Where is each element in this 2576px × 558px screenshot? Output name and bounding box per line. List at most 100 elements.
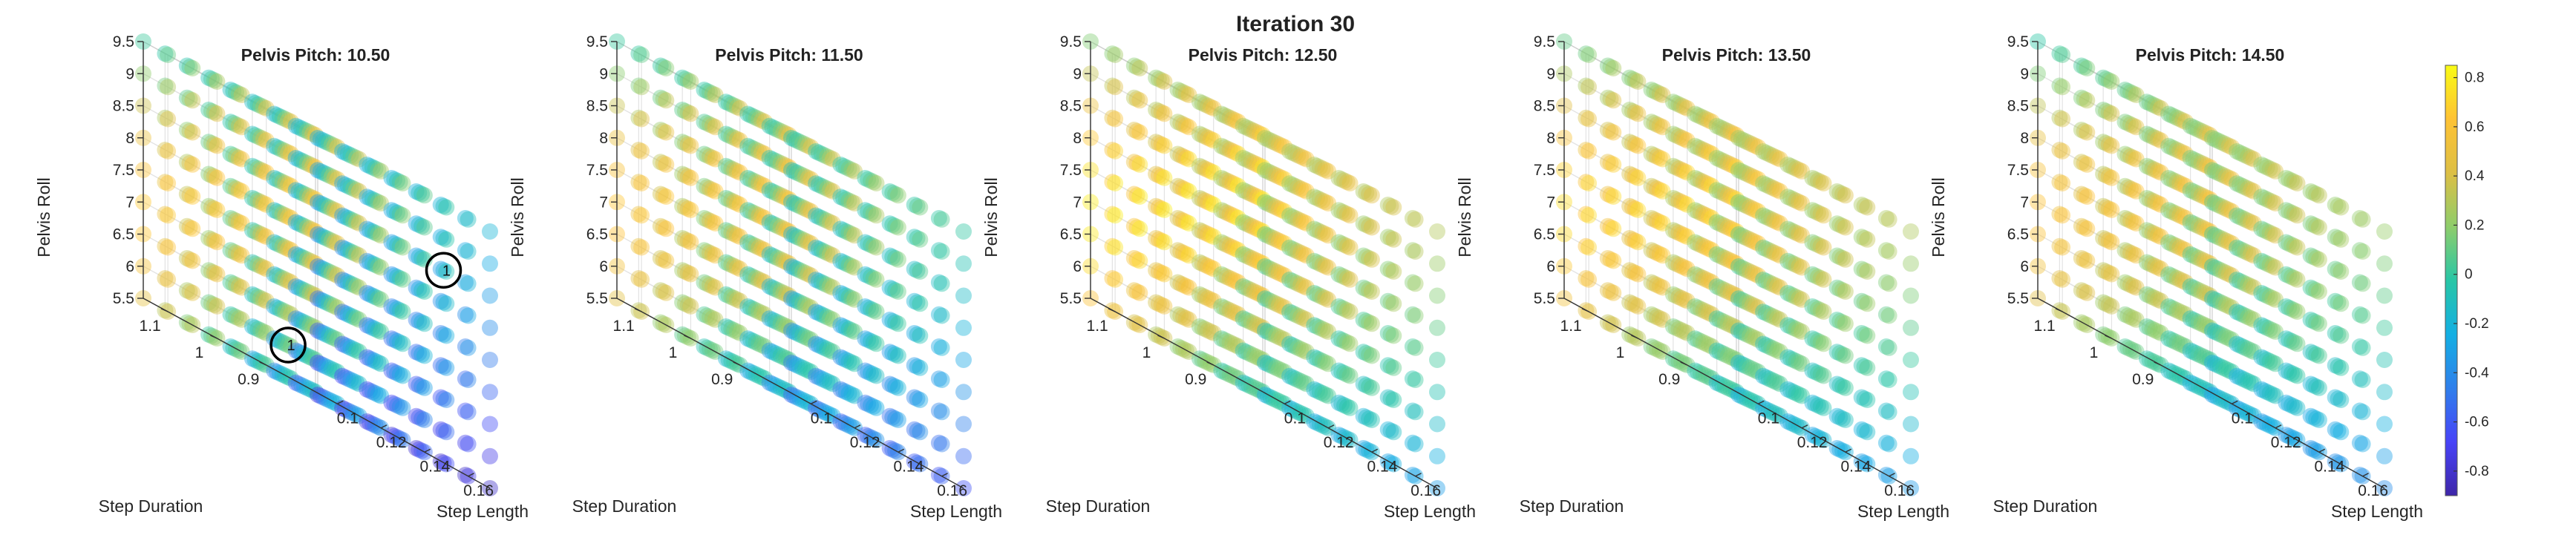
data-point	[200, 69, 218, 86]
data-point	[411, 409, 428, 426]
data-point	[745, 301, 762, 318]
z-tick-label: 6.5	[1060, 226, 1082, 243]
data-point	[846, 227, 863, 244]
data-point	[742, 267, 759, 284]
data-point	[408, 344, 425, 361]
data-point	[367, 321, 384, 338]
data-point	[933, 372, 950, 388]
data-point	[731, 292, 748, 309]
data-point	[432, 260, 449, 278]
data-point	[720, 255, 737, 272]
data-point	[682, 266, 699, 283]
data-point	[321, 231, 338, 248]
data-point	[1150, 263, 1167, 280]
data-point	[413, 314, 431, 331]
y-tick-mark	[733, 361, 740, 366]
data-point	[1125, 122, 1142, 138]
data-point	[802, 235, 820, 252]
data-point	[808, 207, 825, 224]
data-point	[868, 175, 885, 191]
data-point	[386, 395, 403, 413]
z-axis-label: Pelvis Roll	[981, 177, 1001, 257]
data-point	[756, 306, 773, 323]
data-point	[2079, 252, 2096, 269]
data-point	[702, 116, 718, 133]
data-point	[761, 342, 778, 359]
data-point	[813, 145, 830, 163]
data-point	[339, 370, 356, 387]
subplot-title: Pelvis Pitch: 12.50	[1189, 45, 1338, 65]
data-point	[2079, 156, 2096, 173]
data-point	[364, 319, 381, 336]
data-point	[362, 286, 379, 303]
data-point	[350, 183, 367, 200]
data-point	[243, 286, 261, 303]
data-point	[702, 244, 718, 261]
data-point	[1903, 352, 1919, 368]
data-point	[225, 275, 242, 292]
data-point	[1385, 327, 1402, 344]
data-point	[1580, 207, 1598, 224]
data-point	[810, 272, 827, 289]
data-point	[785, 355, 802, 372]
data-point	[209, 169, 226, 186]
data-point	[702, 84, 718, 101]
data-point	[2079, 188, 2096, 205]
data-point	[222, 274, 239, 291]
data-point	[206, 72, 223, 89]
data-point	[315, 197, 332, 213]
data-point	[203, 70, 220, 88]
data-point	[160, 79, 177, 96]
data-point	[832, 157, 849, 173]
data-point	[1107, 47, 1124, 63]
data-point	[367, 192, 384, 209]
data-point	[788, 292, 805, 309]
data-point	[269, 267, 285, 284]
y-axis-line	[616, 298, 790, 393]
data-point	[280, 337, 297, 353]
data-point	[277, 111, 294, 128]
data-point	[679, 136, 696, 153]
data-point	[2333, 231, 2350, 248]
data-point	[633, 111, 650, 128]
data-point	[797, 264, 814, 281]
data-point	[1104, 270, 1121, 286]
data-point	[228, 84, 244, 101]
x-tick-label: 0.1	[811, 410, 832, 427]
data-point	[794, 135, 811, 151]
data-point	[1107, 239, 1124, 256]
data-point	[228, 309, 244, 326]
data-point	[394, 303, 411, 320]
data-point	[761, 150, 778, 166]
data-point	[411, 184, 428, 201]
data-point	[783, 354, 800, 371]
colorbar: 0.80.60.40.20-0.2-0.4-0.6-0.8	[2445, 65, 2489, 496]
data-point	[334, 143, 351, 160]
data-point	[788, 229, 805, 246]
data-point	[1837, 187, 1854, 204]
data-point	[846, 259, 863, 276]
data-point	[745, 140, 762, 157]
z-tick-label: 9	[1073, 65, 1082, 82]
data-point	[699, 275, 716, 292]
data-point	[764, 119, 781, 136]
data-point	[209, 73, 226, 90]
data-point	[728, 131, 745, 148]
data-point	[868, 207, 885, 224]
data-point	[206, 104, 223, 121]
data-point	[707, 311, 724, 328]
grid-line	[616, 201, 790, 296]
data-point	[865, 270, 882, 286]
grid-line	[616, 169, 790, 264]
data-point	[726, 97, 743, 114]
data-point	[274, 174, 291, 191]
data-point	[329, 299, 346, 316]
data-point	[228, 148, 244, 165]
data-point	[704, 117, 721, 134]
data-point	[362, 157, 379, 174]
data-point	[1148, 230, 1165, 246]
data-point	[157, 270, 174, 286]
data-point	[200, 197, 218, 214]
data-point	[203, 167, 220, 184]
data-point	[884, 217, 901, 233]
